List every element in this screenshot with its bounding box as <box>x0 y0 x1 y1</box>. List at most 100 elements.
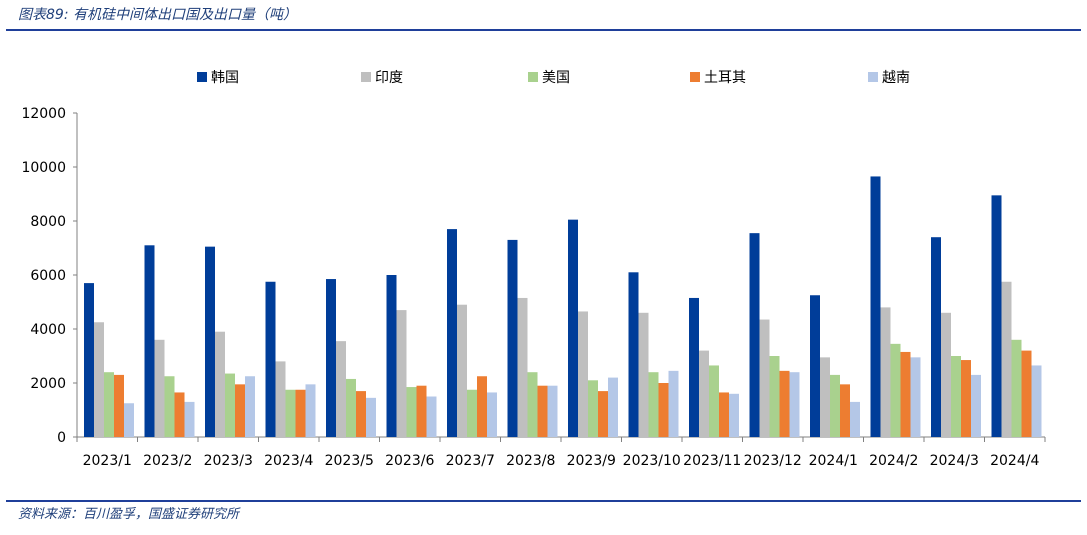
bar <box>184 401 195 437</box>
x-tick-label: 2023/11 <box>683 453 741 469</box>
bar <box>941 312 951 437</box>
bar-chart: 0 2000 4000 6000 8000 10000 12000 2023/1 2023/2 2… <box>21 70 1046 469</box>
bar <box>326 279 336 437</box>
legend-label: 美国 <box>542 70 570 86</box>
top-rule <box>6 29 1081 31</box>
y-tick-label: 4000 <box>30 322 66 338</box>
bar <box>295 389 306 437</box>
bar <box>719 392 729 437</box>
bar <box>215 331 225 437</box>
bar <box>406 387 417 437</box>
y-tick-label: 0 <box>57 430 66 446</box>
bar <box>265 281 276 437</box>
bar <box>346 378 356 437</box>
bar <box>1031 365 1042 437</box>
x-tick-label: 2023/6 <box>385 453 434 469</box>
y-tick-label: 6000 <box>30 268 66 284</box>
legend-swatch <box>197 72 207 82</box>
y-tick-label: 2000 <box>30 376 66 392</box>
bar <box>124 403 134 437</box>
source-note: 资料来源：百川盈孚，国盛证券研究所 <box>18 507 240 522</box>
y-tick-label: 10000 <box>21 160 66 176</box>
bar <box>568 219 578 437</box>
x-tick-label: 2024/3 <box>930 453 979 469</box>
y-tick-label: 12000 <box>21 106 66 122</box>
bar <box>578 311 588 437</box>
bar <box>174 392 185 437</box>
bar <box>951 356 961 437</box>
bar <box>588 380 598 437</box>
bar <box>285 389 296 437</box>
bar <box>628 272 639 437</box>
legend-label: 韩国 <box>211 70 239 86</box>
bar <box>1011 339 1022 437</box>
x-tick-label: 2023/7 <box>446 453 495 469</box>
bar <box>870 176 881 437</box>
bar <box>971 374 981 437</box>
bar <box>658 383 669 437</box>
bar <box>910 357 921 437</box>
bar <box>447 229 457 437</box>
bar <box>477 376 487 437</box>
bar <box>638 312 649 437</box>
bar <box>426 396 437 437</box>
bar <box>154 339 165 437</box>
bar <box>668 370 679 437</box>
bar <box>245 376 255 437</box>
bar <box>689 297 699 437</box>
bar <box>890 343 901 437</box>
bar <box>648 372 659 437</box>
bar <box>467 389 477 437</box>
legend-swatch <box>361 72 371 82</box>
x-tick-label: 2023/9 <box>567 453 616 469</box>
x-tick-label: 2023/3 <box>204 453 253 469</box>
bar <box>144 245 155 437</box>
bar <box>830 374 840 437</box>
legend-swatch <box>690 72 700 82</box>
bar <box>880 307 891 437</box>
bar <box>366 397 376 437</box>
bar <box>114 374 124 437</box>
bar <box>356 391 366 437</box>
bar <box>164 376 175 437</box>
legend-swatch <box>528 72 538 82</box>
bar <box>961 360 971 437</box>
bar <box>1021 350 1032 437</box>
x-tick-label: 2024/4 <box>990 453 1039 469</box>
x-tick-label: 2023/1 <box>83 453 132 469</box>
bar <box>547 385 558 437</box>
bar <box>991 195 1002 437</box>
legend-label: 土耳其 <box>704 70 746 86</box>
bar <box>598 391 608 437</box>
bar <box>1001 281 1012 437</box>
x-tick-label: 2023/10 <box>623 453 681 469</box>
bar <box>900 351 911 437</box>
bar <box>225 373 235 437</box>
bar <box>709 365 719 437</box>
bar <box>336 341 346 437</box>
bar <box>810 295 820 437</box>
bar <box>205 246 215 437</box>
bar <box>608 377 618 437</box>
bar <box>769 356 780 437</box>
bar <box>94 322 104 437</box>
bar <box>527 372 538 437</box>
x-tick-label: 2023/2 <box>143 453 192 469</box>
bar <box>779 370 790 437</box>
bottom-rule <box>6 500 1081 502</box>
bar <box>789 372 800 437</box>
legend-label: 印度 <box>375 70 403 86</box>
bar <box>235 384 245 437</box>
bar <box>759 319 770 437</box>
bar <box>386 275 397 437</box>
figure-title: 图表89: 有机硅中间体出口国及出口量（吨） <box>18 7 297 23</box>
bar <box>850 401 860 437</box>
x-tick-label: 2023/12 <box>744 453 802 469</box>
bar <box>275 361 286 437</box>
bar <box>931 237 941 437</box>
bar <box>305 384 316 437</box>
bar <box>699 350 709 437</box>
bar <box>416 385 427 437</box>
bar <box>537 385 548 437</box>
bar <box>84 283 94 437</box>
